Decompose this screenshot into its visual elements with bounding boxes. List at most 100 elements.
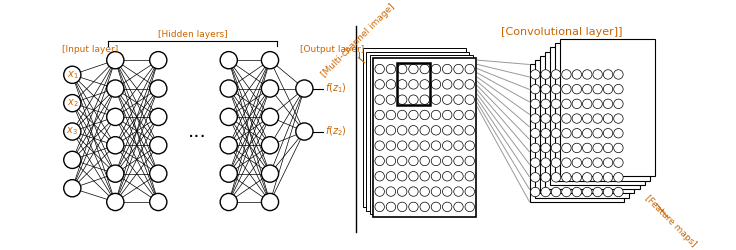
Circle shape	[408, 64, 418, 74]
Circle shape	[408, 202, 418, 211]
Circle shape	[431, 64, 441, 74]
Circle shape	[386, 156, 396, 166]
Circle shape	[593, 114, 602, 123]
Circle shape	[531, 114, 540, 123]
Circle shape	[593, 128, 602, 138]
Circle shape	[397, 156, 407, 166]
Circle shape	[261, 52, 279, 69]
Circle shape	[149, 52, 167, 69]
Circle shape	[442, 202, 452, 211]
Circle shape	[465, 156, 475, 166]
Text: $x_1$: $x_1$	[66, 69, 78, 81]
Circle shape	[614, 158, 623, 167]
Circle shape	[107, 194, 124, 210]
Circle shape	[562, 99, 571, 108]
Circle shape	[465, 110, 475, 120]
Circle shape	[541, 172, 551, 182]
Circle shape	[465, 202, 475, 211]
Circle shape	[465, 187, 475, 196]
Circle shape	[551, 84, 561, 94]
Text: [Feature maps]: [Feature maps]	[643, 194, 698, 248]
Circle shape	[604, 84, 613, 94]
Bar	[367, 52, 470, 210]
Circle shape	[614, 172, 623, 182]
Circle shape	[220, 194, 237, 210]
Circle shape	[551, 70, 561, 79]
Circle shape	[442, 172, 452, 181]
Circle shape	[375, 187, 384, 196]
Text: $f(z_1)$: $f(z_1)$	[325, 82, 347, 95]
Circle shape	[397, 64, 407, 74]
Bar	[363, 48, 466, 207]
Circle shape	[420, 202, 429, 211]
Circle shape	[465, 80, 475, 89]
Circle shape	[531, 99, 540, 108]
Circle shape	[107, 137, 124, 154]
Text: $x_3$: $x_3$	[66, 126, 78, 138]
Circle shape	[541, 158, 551, 167]
Circle shape	[149, 137, 167, 154]
Text: [Output layer]: [Output layer]	[300, 44, 364, 54]
Circle shape	[261, 137, 279, 154]
Circle shape	[531, 158, 540, 167]
Circle shape	[541, 99, 551, 108]
Circle shape	[386, 95, 396, 104]
Circle shape	[420, 64, 429, 74]
Circle shape	[593, 143, 602, 153]
Circle shape	[431, 172, 441, 181]
Circle shape	[614, 114, 623, 123]
Circle shape	[431, 187, 441, 196]
Circle shape	[408, 95, 418, 104]
Bar	[556, 43, 650, 180]
Circle shape	[397, 110, 407, 120]
Circle shape	[614, 128, 623, 138]
Circle shape	[375, 80, 384, 89]
Bar	[373, 58, 476, 218]
Circle shape	[582, 187, 592, 197]
Circle shape	[408, 141, 418, 150]
Circle shape	[582, 99, 592, 108]
Circle shape	[465, 64, 475, 74]
Circle shape	[431, 141, 441, 150]
Circle shape	[64, 94, 81, 112]
Text: [Multi-channel image]: [Multi-channel image]	[319, 2, 396, 79]
Circle shape	[551, 128, 561, 138]
Circle shape	[454, 110, 463, 120]
Bar	[540, 56, 634, 194]
Circle shape	[420, 126, 429, 135]
Circle shape	[420, 156, 429, 166]
Circle shape	[420, 172, 429, 181]
Circle shape	[220, 52, 237, 69]
Circle shape	[614, 84, 623, 94]
Circle shape	[454, 141, 463, 150]
Circle shape	[572, 172, 581, 182]
Circle shape	[604, 172, 613, 182]
Circle shape	[531, 143, 540, 153]
Circle shape	[454, 172, 463, 181]
Circle shape	[386, 80, 396, 89]
Circle shape	[582, 84, 592, 94]
Circle shape	[582, 172, 592, 182]
Circle shape	[572, 187, 581, 197]
Circle shape	[572, 114, 581, 123]
Circle shape	[397, 80, 407, 89]
Circle shape	[107, 108, 124, 126]
Circle shape	[375, 126, 384, 135]
Circle shape	[442, 80, 452, 89]
Circle shape	[386, 141, 396, 150]
Circle shape	[431, 126, 441, 135]
Circle shape	[582, 128, 592, 138]
Circle shape	[149, 80, 167, 97]
Circle shape	[593, 187, 602, 197]
Circle shape	[562, 172, 571, 182]
Circle shape	[582, 143, 592, 153]
Circle shape	[465, 95, 475, 104]
Circle shape	[220, 165, 237, 182]
Circle shape	[541, 187, 551, 197]
Circle shape	[386, 126, 396, 135]
Circle shape	[551, 187, 561, 197]
Circle shape	[386, 202, 396, 211]
Circle shape	[593, 172, 602, 182]
Circle shape	[220, 108, 237, 126]
Circle shape	[397, 95, 407, 104]
